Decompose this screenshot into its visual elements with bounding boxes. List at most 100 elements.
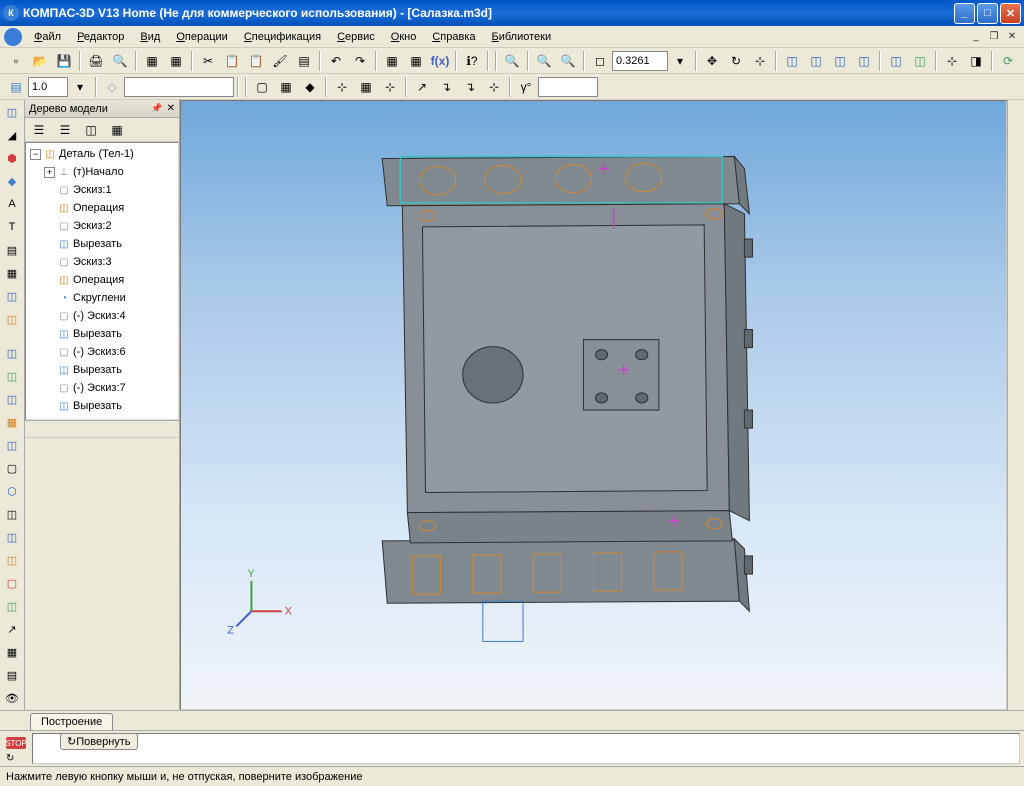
tree-scrollbar-h[interactable]: [25, 420, 179, 437]
tool-button[interactable]: ▦: [2, 412, 22, 432]
menu-item[interactable]: Операции: [168, 29, 235, 45]
render-wireframe-button[interactable]: ◫: [885, 50, 907, 72]
menu-item[interactable]: Спецификация: [236, 29, 329, 45]
tree-item[interactable]: ◫Вырезать: [28, 361, 176, 379]
tool-button[interactable]: ◫: [2, 343, 22, 363]
new-button[interactable]: ▫: [5, 50, 27, 72]
tool-button[interactable]: ◫: [2, 504, 22, 524]
tool-button[interactable]: ▢: [2, 573, 22, 593]
zoom-input[interactable]: [612, 51, 668, 71]
redo-button[interactable]: ↷: [349, 50, 371, 72]
tool-button[interactable]: ▢: [2, 458, 22, 478]
doc-restore-button[interactable]: ❐: [986, 30, 1002, 44]
view-iso-button[interactable]: ◫: [781, 50, 803, 72]
tool-button[interactable]: ◆: [2, 171, 22, 191]
properties-button[interactable]: ▤: [293, 50, 315, 72]
viewport-3d[interactable]: X Y Z: [180, 100, 1007, 710]
command-input[interactable]: [32, 733, 1020, 764]
tool-button[interactable]: T: [2, 217, 22, 237]
paintbrush-button[interactable]: 🖌: [269, 50, 291, 72]
tree-item[interactable]: ◫Вырезать: [28, 235, 176, 253]
sketch-button[interactable]: ▢: [251, 76, 273, 98]
tree-tool-button[interactable]: ☰: [28, 119, 50, 141]
tool-button[interactable]: ▦: [2, 642, 22, 662]
tree-item[interactable]: ▢(-) Эскиз:7: [28, 379, 176, 397]
tool-button[interactable]: ⊹: [483, 76, 505, 98]
tab-rotate[interactable]: ↻Повернуть: [60, 733, 138, 750]
dropdown-icon[interactable]: ▾: [669, 50, 691, 72]
layer-button[interactable]: ▤: [5, 76, 27, 98]
tool-button[interactable]: ⬡: [2, 481, 22, 501]
menu-item[interactable]: Справка: [424, 29, 483, 45]
cut-button[interactable]: ✂: [197, 50, 219, 72]
view-button[interactable]: ⊹: [749, 50, 771, 72]
tool-button[interactable]: ▦: [165, 50, 187, 72]
tool-button[interactable]: ◫: [2, 389, 22, 409]
tool-button[interactable]: ▤: [2, 240, 22, 260]
tool-button[interactable]: A: [2, 194, 22, 214]
tree-item[interactable]: ◫Операция: [28, 271, 176, 289]
render-hidden-button[interactable]: ◫: [909, 50, 931, 72]
zoom-window-button[interactable]: ◻: [589, 50, 611, 72]
tool-button[interactable]: γ°: [515, 76, 537, 98]
tree-item[interactable]: ◫Вырезать: [28, 325, 176, 343]
doc-minimize-button[interactable]: _: [968, 30, 984, 44]
tool-button[interactable]: ▦: [405, 50, 427, 72]
tree-tool-button[interactable]: ▦: [106, 119, 128, 141]
tree-item[interactable]: ▢Эскиз:2: [28, 217, 176, 235]
tool-button[interactable]: ↗: [411, 76, 433, 98]
tree-tool-button[interactable]: ◫: [80, 119, 102, 141]
view-button[interactable]: ◨: [965, 50, 987, 72]
view-side-button[interactable]: ◫: [853, 50, 875, 72]
open-button[interactable]: 📂: [29, 50, 51, 72]
rebuild-button[interactable]: ⟳: [997, 50, 1019, 72]
scale-input[interactable]: [28, 77, 68, 97]
tool-button[interactable]: ◫: [2, 309, 22, 329]
model-tree[interactable]: − ◫ Деталь (Тел-1) +⊥(т)Начало▢Эскиз:1◫О…: [25, 142, 179, 420]
tool-button[interactable]: ▦: [2, 263, 22, 283]
tree-item[interactable]: ▢(-) Эскиз:4: [28, 307, 176, 325]
stop-button[interactable]: STOP: [6, 737, 26, 749]
tool-button[interactable]: ◫: [2, 527, 22, 547]
tree-item[interactable]: ◔Скруглени: [28, 289, 176, 307]
tree-item[interactable]: ◫Операция: [28, 199, 176, 217]
print-button[interactable]: 🖨: [85, 50, 107, 72]
viewport-scrollbar-v[interactable]: [1007, 100, 1024, 710]
dropdown-icon[interactable]: ▾: [69, 76, 91, 98]
tool-button[interactable]: ◇: [101, 76, 123, 98]
zoom-out-button[interactable]: 🔍: [557, 50, 579, 72]
tool-button[interactable]: ▦: [141, 50, 163, 72]
tool-button[interactable]: ◫: [2, 286, 22, 306]
save-button[interactable]: 💾: [53, 50, 75, 72]
help-button[interactable]: ℹ?: [461, 50, 483, 72]
tree-item[interactable]: ▢Эскиз:1: [28, 181, 176, 199]
tool-button[interactable]: ▤: [2, 665, 22, 685]
tool-button[interactable]: ⬢: [2, 148, 22, 168]
tool-button[interactable]: ◫: [2, 596, 22, 616]
doc-close-button[interactable]: ✕: [1004, 30, 1020, 44]
minimize-button[interactable]: _: [954, 3, 975, 24]
tool-button[interactable]: ◫: [2, 366, 22, 386]
tree-root[interactable]: − ◫ Деталь (Тел-1): [28, 145, 176, 163]
tool-button[interactable]: ⊹: [331, 76, 353, 98]
maximize-button[interactable]: □: [977, 3, 998, 24]
close-button[interactable]: ✕: [1000, 3, 1021, 24]
tool-button[interactable]: 👁: [2, 688, 22, 708]
expand-icon[interactable]: +: [44, 167, 55, 178]
tool-button[interactable]: ↴: [435, 76, 457, 98]
angle-input[interactable]: [538, 77, 598, 97]
tool-button[interactable]: ⊹: [379, 76, 401, 98]
copy-button[interactable]: 📋: [221, 50, 243, 72]
tree-item[interactable]: +⊥(т)Начало: [28, 163, 176, 181]
tool-button[interactable]: ◫: [2, 550, 22, 570]
undo-button[interactable]: ↶: [325, 50, 347, 72]
tool-button[interactable]: ↗: [2, 619, 22, 639]
tool-button[interactable]: ◢: [2, 125, 22, 145]
tool-button[interactable]: ▦: [381, 50, 403, 72]
menu-item[interactable]: Редактор: [69, 29, 132, 45]
tool-button[interactable]: ▦: [275, 76, 297, 98]
tab-build[interactable]: Построение: [30, 713, 113, 730]
close-panel-button[interactable]: ✕: [167, 103, 175, 114]
tool-button[interactable]: ◆: [299, 76, 321, 98]
tool-button[interactable]: ◫: [2, 435, 22, 455]
